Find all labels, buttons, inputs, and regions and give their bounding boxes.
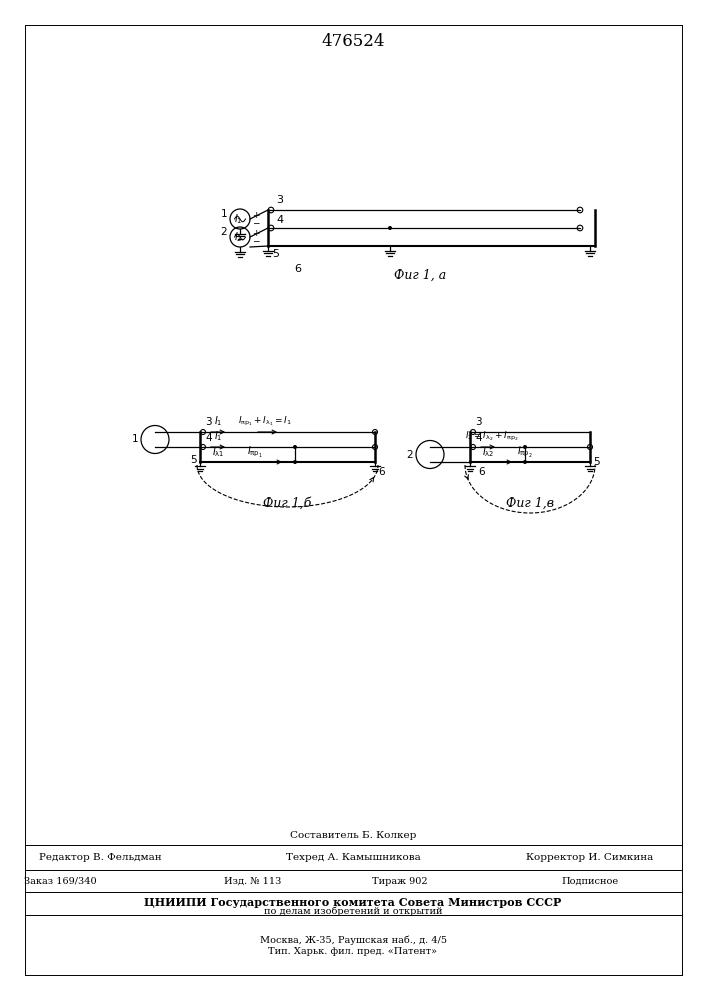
Text: 4: 4 bbox=[205, 433, 211, 443]
Text: по делам изобретений и открытий: по делам изобретений и открытий bbox=[264, 906, 443, 916]
Text: 5: 5 bbox=[593, 457, 600, 467]
Circle shape bbox=[523, 445, 527, 449]
Text: 4: 4 bbox=[276, 215, 283, 225]
Text: 5: 5 bbox=[272, 249, 279, 259]
Text: $I_1$: $I_1$ bbox=[214, 429, 222, 443]
Circle shape bbox=[388, 226, 392, 230]
Text: 3: 3 bbox=[475, 417, 481, 427]
Text: Фиг 1,б: Фиг 1,б bbox=[263, 496, 311, 510]
Text: +: + bbox=[252, 229, 259, 237]
Text: Составитель Б. Колкер: Составитель Б. Колкер bbox=[290, 830, 416, 840]
Text: $I_{\rm\pi p_2}$: $I_{\rm\pi p_2}$ bbox=[517, 444, 533, 459]
Text: 2: 2 bbox=[221, 227, 227, 237]
Text: 476524: 476524 bbox=[321, 33, 385, 50]
Text: $I_2=I_{\rm\lambda_2}+I_{\rm\pi p_2}$: $I_2=I_{\rm\lambda_2}+I_{\rm\pi p_2}$ bbox=[465, 430, 519, 443]
Text: 1: 1 bbox=[132, 434, 138, 444]
Text: 1: 1 bbox=[221, 209, 227, 219]
Text: Тираж 902: Тираж 902 bbox=[372, 876, 428, 886]
Text: Москва, Ж-35, Раушская наб., д. 4/5: Москва, Ж-35, Раушская наб., д. 4/5 bbox=[259, 935, 447, 945]
Text: $I_2$: $I_2$ bbox=[234, 230, 243, 244]
Text: $I_{\rm\lambda 1}$: $I_{\rm\lambda 1}$ bbox=[211, 445, 224, 459]
Text: 4: 4 bbox=[475, 433, 481, 443]
Text: $I_{\rm\pi p_1}$: $I_{\rm\pi p_1}$ bbox=[247, 444, 263, 459]
Text: +: + bbox=[252, 211, 259, 220]
Circle shape bbox=[293, 445, 297, 449]
Text: 5: 5 bbox=[190, 455, 197, 465]
Text: 6: 6 bbox=[478, 467, 484, 477]
Text: Корректор И. Симкина: Корректор И. Симкина bbox=[527, 854, 654, 862]
Text: 3: 3 bbox=[205, 417, 211, 427]
Text: $I_{\rm\lambda 2}$: $I_{\rm\lambda 2}$ bbox=[481, 445, 494, 459]
Text: Заказ 169/340: Заказ 169/340 bbox=[24, 876, 96, 886]
Text: −: − bbox=[252, 219, 259, 228]
Text: 3: 3 bbox=[276, 195, 283, 205]
Text: $I_1$: $I_1$ bbox=[214, 414, 222, 428]
Text: $I_{\rm\pi p_1}+I_{\rm\lambda_1}=I_1$: $I_{\rm\pi p_1}+I_{\rm\lambda_1}=I_1$ bbox=[238, 415, 292, 428]
Text: Редактор В. Фельдман: Редактор В. Фельдман bbox=[39, 854, 161, 862]
Text: Техред А. Камышникова: Техред А. Камышникова bbox=[286, 854, 421, 862]
Text: Тип. Харьк. фил. пред. «Патент»: Тип. Харьк. фил. пред. «Патент» bbox=[269, 946, 438, 956]
Text: Фиг 1,в: Фиг 1,в bbox=[506, 496, 554, 510]
Text: 6: 6 bbox=[378, 467, 385, 477]
Text: $I_1$: $I_1$ bbox=[234, 212, 243, 226]
Circle shape bbox=[523, 460, 527, 464]
Text: Подписное: Подписное bbox=[561, 876, 619, 886]
Text: Изд. № 113: Изд. № 113 bbox=[224, 876, 281, 886]
Text: Фиг 1, а: Фиг 1, а bbox=[394, 268, 446, 282]
Text: 6: 6 bbox=[295, 264, 301, 274]
Text: 2: 2 bbox=[407, 450, 413, 460]
Text: −: − bbox=[252, 236, 259, 245]
Circle shape bbox=[293, 460, 297, 464]
Text: ЦНИИПИ Государственного комитета Совета Министров СССР: ЦНИИПИ Государственного комитета Совета … bbox=[144, 896, 561, 908]
